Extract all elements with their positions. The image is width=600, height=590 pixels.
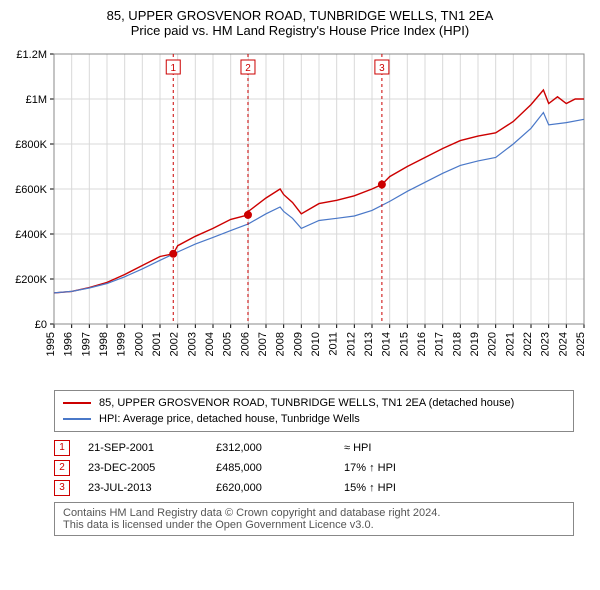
sale-comparison: 17% ↑ HPI [344, 462, 454, 474]
svg-text:2021: 2021 [504, 332, 516, 356]
svg-text:2011: 2011 [328, 332, 340, 356]
svg-text:1998: 1998 [98, 332, 110, 356]
chart-title-subtitle: Price paid vs. HM Land Registry's House … [8, 23, 592, 38]
svg-text:£400K: £400K [15, 229, 47, 241]
svg-text:2012: 2012 [345, 332, 357, 356]
sale-marker-icon: 2 [54, 460, 70, 476]
svg-text:£1.2M: £1.2M [16, 49, 47, 61]
sale-row-2: 2 23-DEC-2005 £485,000 17% ↑ HPI [54, 458, 574, 478]
svg-text:2022: 2022 [522, 332, 534, 356]
price-chart: £0 £200K £400K £600K £800K £1M £1.2M 1995 1996 19… [8, 44, 592, 384]
legend-row-0: 85, UPPER GROSVENOR ROAD, TUNBRIDGE WELL… [63, 395, 565, 411]
sale-price: £485,000 [216, 462, 326, 474]
svg-text:2004: 2004 [204, 332, 216, 356]
sales-markers-table: 1 21-SEP-2001 £312,000 ≈ HPI 2 23-DEC-2005 £48… [54, 438, 574, 498]
sale-marker-icon: 3 [54, 480, 70, 496]
legend-swatch [63, 418, 91, 420]
sale-marker-dot-1 [169, 250, 177, 258]
sale-row-3: 3 23-JUL-2013 £620,000 15% ↑ HPI [54, 478, 574, 498]
sale-comparison: 15% ↑ HPI [344, 482, 454, 494]
sale-price: £312,000 [216, 442, 326, 454]
sale-date: 23-DEC-2005 [88, 462, 198, 474]
svg-text:1999: 1999 [116, 332, 128, 356]
svg-text:2000: 2000 [133, 332, 145, 356]
sale-marker-icon: 1 [54, 440, 70, 456]
legend-swatch [63, 402, 91, 404]
svg-text:2010: 2010 [310, 332, 322, 356]
svg-text:2007: 2007 [257, 332, 269, 356]
attribution-box: Contains HM Land Registry data © Crown c… [54, 502, 574, 536]
svg-text:2009: 2009 [292, 332, 304, 356]
legend-row-1: HPI: Average price, detached house, Tunb… [63, 411, 565, 427]
svg-text:£600K: £600K [15, 184, 47, 196]
svg-text:£200K: £200K [15, 274, 47, 286]
svg-text:2023: 2023 [540, 332, 552, 356]
svg-text:2014: 2014 [381, 332, 393, 356]
chart-legend: 85, UPPER GROSVENOR ROAD, TUNBRIDGE WELL… [54, 390, 574, 432]
sale-row-1: 1 21-SEP-2001 £312,000 ≈ HPI [54, 438, 574, 458]
svg-text:2019: 2019 [469, 332, 481, 356]
attribution-line-2: This data is licensed under the Open Gov… [63, 519, 565, 531]
svg-text:2016: 2016 [416, 332, 428, 356]
svg-text:2002: 2002 [169, 332, 181, 356]
svg-text:1995: 1995 [45, 332, 57, 356]
sale-marker-dot-2 [244, 211, 252, 219]
svg-text:£1M: £1M [26, 94, 47, 106]
svg-text:2020: 2020 [487, 332, 499, 356]
svg-text:2024: 2024 [557, 332, 569, 356]
sale-date: 23-JUL-2013 [88, 482, 198, 494]
svg-text:£0: £0 [35, 319, 47, 331]
chart-title-block: 85, UPPER GROSVENOR ROAD, TUNBRIDGE WELL… [8, 8, 592, 38]
svg-text:1996: 1996 [63, 332, 75, 356]
sale-marker-num-2: 2 [245, 63, 251, 74]
legend-label: HPI: Average price, detached house, Tunb… [99, 413, 360, 425]
svg-text:2006: 2006 [239, 332, 251, 356]
svg-text:2005: 2005 [222, 332, 234, 356]
attribution-line-1: Contains HM Land Registry data © Crown c… [63, 507, 565, 519]
sale-price: £620,000 [216, 482, 326, 494]
sale-date: 21-SEP-2001 [88, 442, 198, 454]
sale-marker-num-1: 1 [170, 63, 176, 74]
svg-text:2008: 2008 [275, 332, 287, 356]
legend-label: 85, UPPER GROSVENOR ROAD, TUNBRIDGE WELL… [99, 397, 514, 409]
chart-title-address: 85, UPPER GROSVENOR ROAD, TUNBRIDGE WELL… [8, 8, 592, 23]
svg-text:2003: 2003 [186, 332, 198, 356]
svg-text:2013: 2013 [363, 332, 375, 356]
svg-text:2018: 2018 [451, 332, 463, 356]
svg-text:2025: 2025 [575, 332, 587, 356]
svg-text:£800K: £800K [15, 139, 47, 151]
svg-text:2015: 2015 [398, 332, 410, 356]
sale-comparison: ≈ HPI [344, 442, 454, 454]
sale-marker-num-3: 3 [379, 63, 385, 74]
svg-text:1997: 1997 [80, 332, 92, 356]
svg-text:2017: 2017 [434, 332, 446, 356]
sale-marker-dot-3 [378, 181, 386, 189]
svg-text:2001: 2001 [151, 332, 163, 356]
